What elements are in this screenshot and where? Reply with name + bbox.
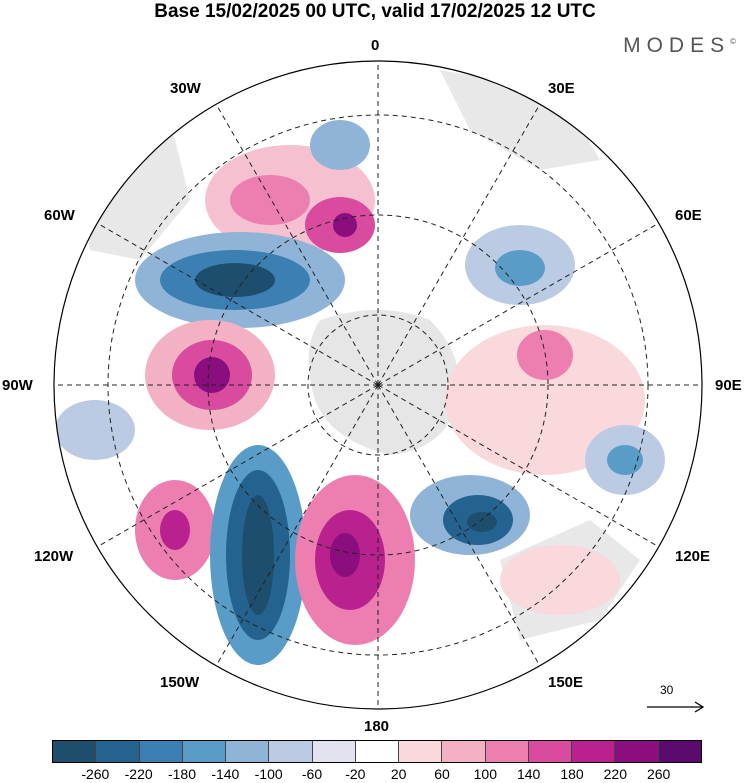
colorbar-swatch: [269, 741, 313, 762]
colorbar-tick-label: 100: [473, 766, 498, 782]
colorbar-tick-label: 20: [390, 766, 407, 782]
lon-label-90e: 90E: [715, 377, 742, 394]
colorbar-swatch: [53, 741, 97, 762]
colorbar-swatch: [182, 741, 227, 762]
lon-label-120e: 120E: [675, 548, 711, 565]
polar-map: [53, 60, 703, 710]
modes-logo: MODES©: [623, 34, 736, 57]
colorbar-swatch: [226, 741, 270, 762]
colorbar-tick-label: 260: [646, 766, 671, 782]
colorbar-tick-label: -260: [81, 766, 110, 782]
lon-label-60e: 60E: [675, 207, 702, 224]
lon-label-30w: 30W: [170, 80, 201, 97]
colorbar-swatch: [399, 741, 443, 762]
colorbar-swatch: [528, 741, 573, 762]
lon-label-150e: 150E: [548, 674, 584, 691]
colorbar-swatch: [615, 741, 659, 762]
lon-label-150w: 150W: [160, 674, 200, 691]
colorbar-tick-label: -180: [167, 766, 197, 782]
colorbar-tick-label: -140: [211, 766, 240, 782]
colorbar-swatch: [485, 741, 529, 762]
colorbar-tick-label: -60: [301, 766, 323, 782]
reference-vector-label: 30: [660, 683, 674, 697]
colorbar-tick-label: 60: [434, 766, 450, 782]
map-title: Base 15/02/2025 00 UTC, valid 17/02/2025…: [154, 1, 596, 22]
colorbar-tick-label: 180: [560, 766, 584, 782]
colorbar-swatch: [355, 741, 400, 762]
lon-label-120w: 120W: [34, 548, 74, 565]
lon-label-30e: 30E: [548, 80, 575, 97]
colorbar-swatch: [442, 741, 486, 762]
colorbar-tick-label: -100: [254, 766, 283, 782]
lon-label-0: 0: [371, 37, 380, 54]
colorbar-tick-label: 140: [516, 766, 541, 782]
colorbar-swatch: [658, 741, 701, 762]
colorbar-swatch: [139, 741, 183, 762]
lon-label-90w: 90W: [2, 377, 33, 394]
lon-label-60w: 60W: [44, 207, 75, 224]
colorbar-swatch: [572, 741, 616, 762]
reference-vector-arrow: [647, 701, 705, 713]
colorbar-tick-label: -220: [124, 766, 153, 782]
colorbar-labels: -260 -220 -180 -140 -100 -60 -20 20 60 100 140 180 2…: [52, 766, 702, 783]
colorbar-tick-label: -20: [345, 766, 366, 782]
colorbar-swatch: [312, 741, 356, 762]
colorbar-tick-label: 220: [603, 766, 628, 782]
colorbar: [52, 740, 702, 763]
lon-label-180: 180: [364, 718, 390, 735]
colorbar-swatch: [96, 741, 140, 762]
